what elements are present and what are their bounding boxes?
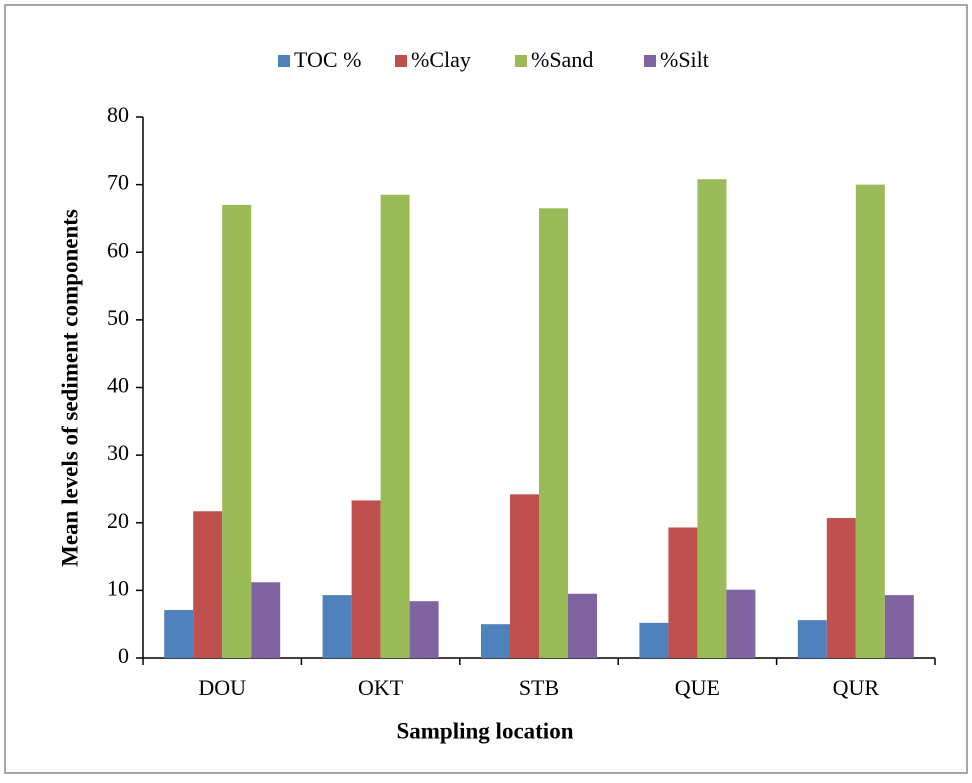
bar	[568, 593, 597, 658]
bar	[510, 494, 539, 658]
legend-swatch	[395, 55, 407, 67]
bar	[726, 589, 756, 658]
y-axis-title: Mean levels of sediment components	[57, 209, 82, 567]
bar	[697, 179, 727, 658]
x-axis-title: Sampling location	[396, 718, 573, 743]
bar	[797, 620, 827, 658]
bar	[481, 624, 510, 658]
y-tick-label: 0	[118, 643, 129, 668]
bar	[639, 622, 669, 658]
legend-label: TOC %	[294, 47, 361, 72]
bar	[668, 527, 698, 658]
y-tick-label: 10	[107, 575, 129, 600]
x-tick-label: QUR	[833, 675, 880, 700]
y-tick-label: 60	[107, 237, 129, 262]
bar	[251, 582, 281, 658]
bar	[322, 595, 352, 658]
bar	[884, 595, 914, 658]
y-tick-label: 80	[107, 102, 129, 127]
legend: TOC % %Clay %Sand %Silt	[278, 47, 709, 72]
bar	[539, 208, 568, 658]
bar	[193, 511, 223, 658]
legend-swatch	[515, 55, 527, 67]
y-tick-label: 40	[107, 373, 129, 398]
y-tick-label: 50	[107, 305, 129, 330]
y-tick-label: 70	[107, 170, 129, 195]
legend-swatch	[644, 55, 656, 67]
bar	[380, 194, 410, 659]
legend-label: %Clay	[411, 47, 471, 72]
x-tick-label: QUE	[675, 675, 720, 700]
x-tick-label: STB	[519, 675, 559, 700]
bar	[351, 500, 381, 658]
y-tick-label: 30	[107, 440, 129, 465]
legend-swatch	[278, 55, 290, 67]
bar	[409, 601, 439, 658]
legend-label: %Silt	[660, 47, 709, 72]
x-tick-label: DOU	[198, 675, 246, 700]
legend-label: %Sand	[531, 47, 593, 72]
bar	[855, 184, 885, 658]
y-tick-label: 20	[107, 508, 129, 533]
bar	[222, 204, 252, 658]
bar	[826, 518, 856, 658]
x-tick-label: OKT	[358, 675, 404, 700]
bar	[164, 609, 194, 658]
